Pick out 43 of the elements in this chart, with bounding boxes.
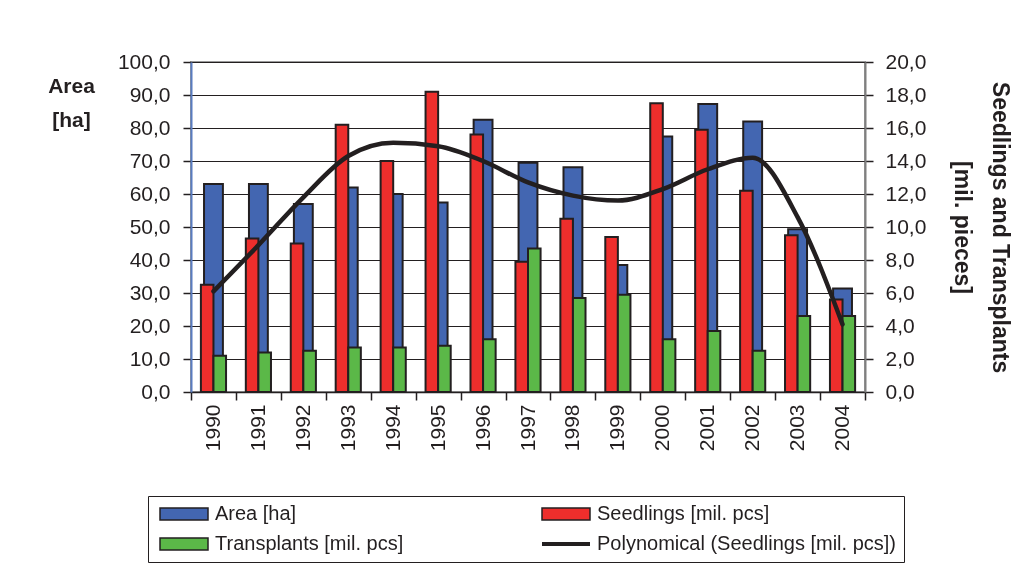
y2-tick-label: 8,0 (885, 247, 915, 271)
legend-label: Seedlings [mil. pcs] (597, 502, 770, 524)
x-tick-label: 2004 (830, 404, 854, 452)
y-tick-label: 40,0 (129, 247, 171, 271)
y-tick-label: 0,0 (141, 379, 171, 403)
y2-tick-label: 18,0 (885, 82, 927, 106)
y-tick-label: 90,0 (129, 82, 171, 106)
x-tick-label: 1994 (380, 404, 404, 452)
y-tick-label: 30,0 (129, 280, 171, 304)
y-axis-title: Area [ha] (48, 73, 96, 131)
y2-tick-label: 6,0 (885, 280, 915, 304)
x-tick-label: 1999 (605, 404, 629, 452)
legend-label: Transplants [mil. pcs] (215, 532, 404, 554)
y2-tick-label: 16,0 (885, 115, 927, 139)
x-tick-label: 2001 (695, 404, 719, 452)
y2-tick-label: 4,0 (885, 313, 915, 337)
y2-tick-label: 14,0 (885, 148, 927, 172)
y-tick-label: 50,0 (129, 214, 171, 238)
x-tick-label: 1996 (470, 404, 494, 452)
x-tick-label: 1998 (560, 404, 584, 452)
y-tick-label: 60,0 (129, 181, 171, 205)
x-tick-label: 1991 (245, 404, 269, 452)
x-tick-label: 1993 (335, 404, 359, 452)
x-tick-label: 2003 (785, 404, 809, 452)
y2-tick-label: 20,0 (885, 49, 927, 73)
y-tick-label: 20,0 (129, 313, 171, 337)
y2-tick-label: 10,0 (885, 214, 927, 238)
y2-tick-label: 12,0 (885, 181, 927, 205)
x-tick-label: 1992 (290, 404, 314, 452)
x-tick-label: 1995 (425, 404, 449, 452)
x-tick-label: 1990 (200, 404, 224, 452)
x-tick-label: 2000 (650, 404, 674, 452)
y-tick-label: 70,0 (129, 148, 171, 172)
y-tick-label: 10,0 (129, 346, 171, 370)
y2-tick-label: 2,0 (885, 346, 915, 370)
legend-label: Area [ha] (215, 502, 297, 524)
x-tick-label: 1997 (515, 404, 539, 452)
y-tick-label: 100,0 (117, 49, 171, 73)
y2-tick-label: 0,0 (885, 379, 915, 403)
y-tick-label: 80,0 (129, 115, 171, 139)
legend-label: Polynomical (Seedlings [mil. pcs]) (597, 532, 896, 554)
x-tick-label: 2002 (740, 404, 764, 452)
y2-axis-title: Seedlings and Transplants [mil. pieces] (949, 81, 1014, 374)
